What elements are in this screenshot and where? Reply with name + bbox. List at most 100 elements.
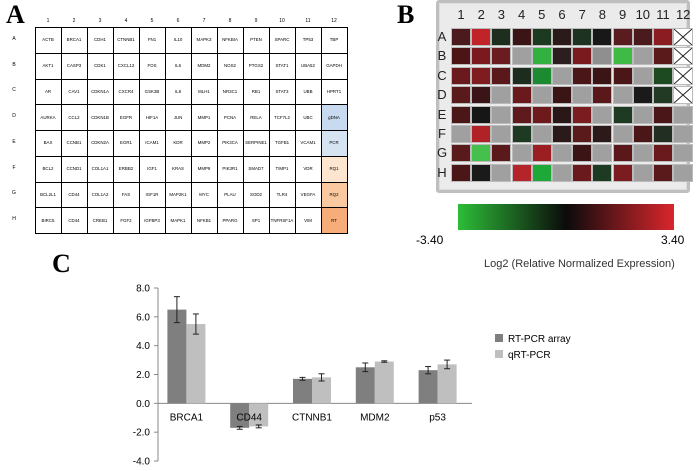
heatmap-column-number: 12 bbox=[675, 7, 691, 22]
heatmap-empty-cell bbox=[673, 47, 694, 66]
category-label: BRCA1 bbox=[170, 412, 204, 423]
expression-heatmap: 1 2 3 4 5 6 7 8 9 10 11 12 A B C D E F G H bbox=[436, 0, 696, 250]
gene-cell: MMP9 bbox=[197, 166, 211, 172]
bar-rt-pcr-array-cd44 bbox=[230, 403, 250, 428]
gene-cell: CD44 bbox=[68, 191, 80, 197]
heatmap-cell bbox=[673, 163, 694, 182]
bar-qrt-pcr-ctnnb1 bbox=[312, 377, 331, 404]
heatmap-cell bbox=[531, 86, 552, 105]
gene-cell: COL1A2 bbox=[91, 191, 109, 197]
gene-cell: MDM2 bbox=[197, 63, 211, 69]
heatmap-cell bbox=[592, 66, 613, 85]
bar-qrt-pcr-mdm2 bbox=[374, 361, 394, 404]
heatmap-column-number: 3 bbox=[497, 7, 505, 22]
category-label: CD44 bbox=[236, 412, 262, 423]
gene-cell: HIF1A bbox=[145, 114, 159, 120]
gene-cell: TCF7L2 bbox=[274, 114, 290, 120]
y-tick-label: 4.0 bbox=[136, 341, 150, 352]
heatmap-cell bbox=[471, 86, 492, 105]
heatmap-row-letter: F bbox=[438, 126, 446, 141]
heatmap-cell bbox=[491, 86, 512, 105]
heatmap-cell bbox=[451, 66, 471, 85]
heatmap-cell bbox=[531, 47, 552, 66]
heatmap-cell bbox=[653, 105, 673, 124]
heatmap-cell bbox=[471, 28, 492, 46]
heatmap-cell bbox=[572, 125, 593, 143]
gene-cell: MAP2K1 bbox=[169, 191, 187, 197]
heatmap-cell bbox=[471, 105, 492, 124]
gene-cell: UBA52 bbox=[301, 63, 315, 69]
heatmap-cell bbox=[653, 125, 673, 143]
heatmap-cell bbox=[632, 47, 653, 66]
gene-cell: TGFB1 bbox=[274, 140, 290, 146]
heatmap-cell bbox=[612, 47, 633, 66]
bar-rt-pcr-array-p53 bbox=[418, 370, 438, 404]
color-scale-bar bbox=[458, 204, 674, 230]
heatmap-cell bbox=[552, 47, 572, 66]
gene-cell: IL8 bbox=[174, 88, 182, 94]
gene-cell: NFKBIA bbox=[222, 37, 238, 43]
y-tick-label: 6.0 bbox=[136, 312, 150, 323]
plate-column-number: 5 bbox=[150, 18, 154, 24]
heatmap-cell bbox=[572, 86, 593, 105]
heatmap-row-letter: B bbox=[437, 48, 447, 64]
gene-cell: KRAS bbox=[172, 166, 184, 172]
legend-title: Log2 (Relative Normalized Expression) bbox=[484, 258, 675, 270]
heatmap-cell bbox=[451, 125, 471, 143]
bar-rt-pcr-array-brca1 bbox=[167, 309, 187, 404]
heatmap-cell bbox=[653, 66, 673, 85]
heatmap-cell bbox=[632, 163, 653, 182]
plate-row-letter: A bbox=[12, 35, 16, 42]
heatmap-column-number: 7 bbox=[578, 7, 586, 22]
heatmap-column-number: 4 bbox=[517, 7, 526, 22]
heatmap-cell bbox=[451, 144, 471, 163]
heatmap-cell bbox=[572, 28, 593, 46]
heatmap-cell bbox=[572, 105, 593, 124]
gene-cell: VEGFA bbox=[300, 191, 316, 197]
heatmap-column-number: 8 bbox=[598, 7, 606, 22]
gene-cell: BAX bbox=[43, 140, 53, 146]
y-tick-label: 8.0 bbox=[136, 284, 150, 295]
heatmap-cell bbox=[552, 105, 572, 124]
heatmap-cell bbox=[572, 47, 593, 66]
gene-cell: SERPINE1 bbox=[245, 140, 267, 146]
panel-a-letter: A bbox=[6, 0, 25, 29]
grid-line bbox=[35, 104, 348, 106]
bar-rt-pcr-array-mdm2 bbox=[355, 367, 375, 404]
heatmap-cell bbox=[673, 125, 694, 143]
heatmap-cell bbox=[592, 125, 613, 143]
heatmap-cell bbox=[673, 105, 694, 124]
heatmap-cell bbox=[511, 86, 532, 105]
plate-column-number: 8 bbox=[228, 18, 232, 24]
heatmap-cell bbox=[471, 163, 492, 182]
heatmap-cell bbox=[491, 163, 512, 182]
heatmap-cell bbox=[592, 47, 613, 66]
legend-label: RT-PCR array bbox=[508, 334, 571, 345]
heatmap-cell bbox=[531, 144, 552, 163]
plate-column-number: 10 bbox=[279, 18, 285, 24]
gene-cell: VDR bbox=[303, 166, 313, 172]
gene-cell: ERBB2 bbox=[118, 166, 134, 172]
heatmap-cell bbox=[552, 125, 572, 143]
gene-cell: MYC bbox=[199, 191, 209, 197]
plate-row-letter: B bbox=[12, 61, 16, 68]
grid-line bbox=[35, 233, 348, 234]
heatmap-cell bbox=[592, 163, 613, 182]
heatmap-cell bbox=[572, 66, 593, 85]
heatmap-cell bbox=[552, 86, 572, 105]
y-tick-label: 2.0 bbox=[136, 370, 150, 381]
bar-rt-pcr-array-ctnnb1 bbox=[293, 378, 312, 404]
gene-cell: MAPK1 bbox=[170, 217, 186, 223]
gene-cell: CXCL12 bbox=[117, 63, 135, 69]
gene-cell: CDK1 bbox=[94, 63, 106, 69]
gene-cell: CASP3 bbox=[66, 63, 82, 69]
heatmap-cell bbox=[653, 47, 673, 66]
heatmap-cell bbox=[592, 28, 613, 46]
heatmap-cell bbox=[511, 66, 532, 85]
gene-cell: AURKA bbox=[40, 114, 56, 120]
category-label: p53 bbox=[429, 412, 446, 423]
heatmap-empty-cell bbox=[673, 28, 694, 46]
gene-cell: BCL2 bbox=[42, 166, 54, 172]
heatmap-cell bbox=[491, 28, 512, 46]
